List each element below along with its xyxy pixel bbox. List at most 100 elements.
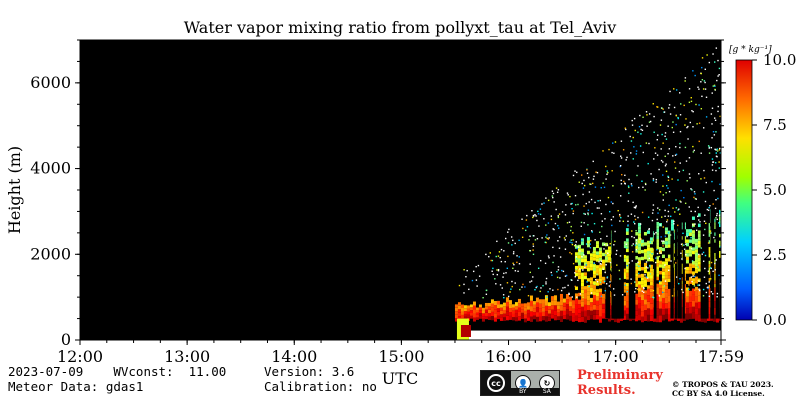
retrieval-cell <box>643 242 647 246</box>
speckle <box>663 111 666 113</box>
moist-layer-cell <box>472 309 476 314</box>
moist-layer-cell <box>505 315 509 321</box>
speckle <box>662 194 665 196</box>
speckle <box>592 160 594 163</box>
speckle <box>624 127 627 129</box>
retrieval-cell <box>664 227 668 231</box>
speckle <box>546 234 548 236</box>
speckle <box>521 218 523 220</box>
moist-layer-cell <box>640 294 644 301</box>
moist-layer-cell <box>637 314 641 321</box>
speckle <box>708 152 711 154</box>
retrieval-cell <box>586 243 590 248</box>
retrieval-cell <box>658 264 662 268</box>
speckle <box>619 165 621 168</box>
speckle <box>648 142 650 145</box>
retrieval-cell <box>586 240 590 244</box>
speckle <box>606 235 608 237</box>
cloud-column <box>653 99 657 319</box>
speckle <box>491 270 493 272</box>
speckle <box>590 292 593 294</box>
moist-layer-cell <box>622 310 626 316</box>
retrieval-cell <box>697 264 701 269</box>
moist-layer-cell <box>463 305 467 309</box>
moist-layer-cell <box>541 316 545 321</box>
speckle <box>583 233 586 236</box>
speckle <box>665 170 668 173</box>
speckle <box>716 150 719 152</box>
speckle <box>704 228 706 231</box>
retrieval-cell <box>655 221 659 226</box>
speckle <box>550 218 553 221</box>
speckle <box>625 247 628 249</box>
speckle <box>577 203 579 206</box>
speckle <box>642 186 644 188</box>
moist-layer-cell <box>547 306 551 310</box>
moist-layer-cell <box>517 311 521 317</box>
retrieval-cell <box>718 244 721 248</box>
speckle <box>662 142 664 144</box>
retrieval-cell <box>694 252 698 257</box>
moist-layer-cell <box>640 316 644 323</box>
moist-layer-cell <box>454 311 458 315</box>
retrieval-cell <box>688 229 692 233</box>
speckle <box>643 287 645 289</box>
speckle <box>638 272 640 275</box>
speckle <box>551 274 553 276</box>
retrieval-cell <box>577 272 581 276</box>
speckle <box>690 97 692 99</box>
y-tick-label: 6000 <box>30 73 71 92</box>
speckle <box>596 171 599 174</box>
retrieval-cell <box>595 258 599 262</box>
speckle <box>715 259 717 261</box>
moist-layer-cell <box>463 316 467 320</box>
speckle <box>557 215 559 217</box>
moist-layer-cell <box>523 314 527 319</box>
moist-layer-cell <box>661 314 665 321</box>
speckle <box>675 89 678 91</box>
moist-layer-cell <box>685 308 689 314</box>
speckle <box>574 194 577 197</box>
speckle <box>471 279 474 282</box>
speckle <box>667 125 669 127</box>
retrieval-cell <box>643 283 647 287</box>
speckle <box>657 207 659 209</box>
retrieval-cell <box>580 272 584 277</box>
retrieval-cell <box>643 266 647 270</box>
speckle <box>611 224 613 227</box>
retrieval-cell <box>592 257 596 261</box>
retrieval-cell <box>592 246 596 251</box>
speckle <box>511 244 513 246</box>
moist-layer-cell <box>595 300 599 306</box>
speckle <box>686 126 688 129</box>
retrieval-cell <box>637 274 641 278</box>
speckle <box>672 131 675 133</box>
moist-layer-cell <box>595 296 599 301</box>
moist-layer-cell <box>637 291 641 298</box>
retrieval-cell <box>697 237 701 241</box>
speckle <box>539 213 542 216</box>
speckle <box>644 182 647 185</box>
speckle <box>692 275 694 277</box>
retrieval-cell <box>625 262 629 266</box>
speckle <box>540 259 542 262</box>
speckle <box>637 131 639 133</box>
speckle <box>590 183 592 185</box>
speckle <box>685 160 688 162</box>
speckle <box>567 284 569 287</box>
speckle <box>529 271 531 274</box>
moist-layer-cell <box>655 287 659 295</box>
speckle <box>717 105 719 108</box>
speckle <box>679 277 681 280</box>
speckle <box>525 229 527 232</box>
speckle <box>494 278 496 280</box>
speckle <box>667 232 670 234</box>
speckle <box>562 270 565 273</box>
speckle <box>605 203 607 206</box>
moist-layer-cell <box>505 301 509 307</box>
moist-layer-cell <box>664 297 668 304</box>
moist-layer-cell <box>592 309 596 315</box>
speckle <box>489 252 491 254</box>
speckle <box>612 202 614 205</box>
speckle <box>693 285 696 287</box>
